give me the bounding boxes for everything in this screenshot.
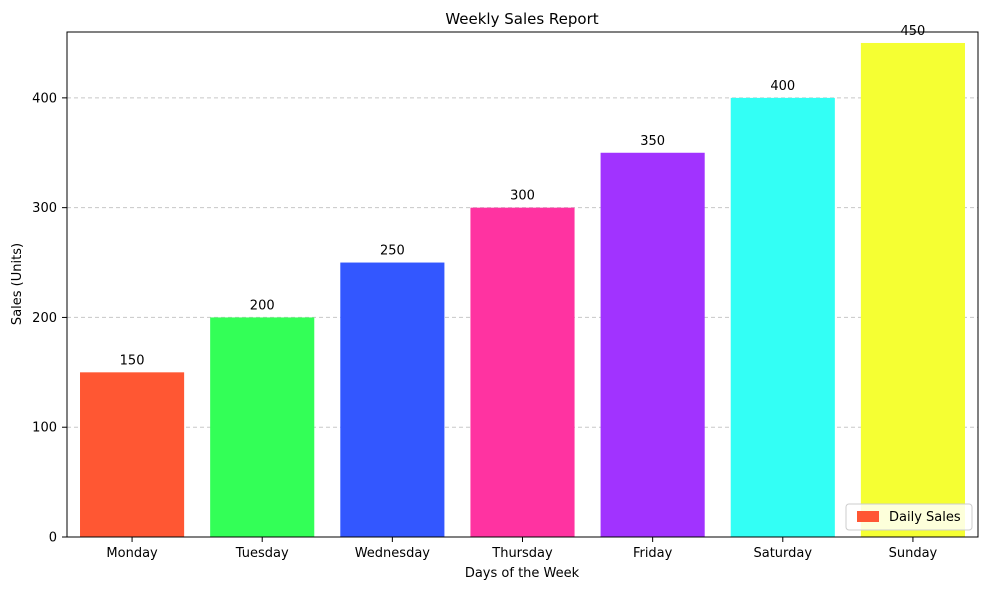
- x-tick-label: Friday: [633, 546, 673, 561]
- x-tick-label: Wednesday: [355, 546, 431, 561]
- y-tick-label: 100: [32, 421, 57, 436]
- y-tick-label: 0: [49, 531, 57, 546]
- data-label: 400: [770, 79, 795, 94]
- legend: Daily Sales: [845, 503, 973, 531]
- bars-layer: [80, 42, 965, 538]
- bar: [470, 207, 575, 538]
- data-label: 350: [640, 134, 665, 149]
- x-tick-label: Monday: [106, 546, 158, 561]
- x-tick-label: Tuesday: [235, 546, 289, 561]
- data-label: 200: [250, 298, 275, 313]
- data-label: 300: [510, 189, 535, 204]
- data-label: 250: [380, 244, 405, 259]
- x-axis-label: Days of the Week: [465, 566, 580, 581]
- legend-label: Daily Sales: [889, 510, 961, 525]
- data-label: 450: [901, 24, 926, 39]
- bar: [210, 317, 315, 537]
- bar: [340, 262, 445, 537]
- bar: [80, 372, 185, 537]
- y-tick-label: 200: [32, 311, 57, 326]
- labels-layer: 150 200 250 300 350 400 450: [120, 24, 926, 368]
- y-axis-label: Sales (Units): [10, 243, 25, 325]
- chart-title: Weekly Sales Report: [445, 10, 598, 28]
- y-tick-label: 400: [32, 91, 57, 106]
- axes-layer: 0 100 200 300 400 Monday Tuesday Wednesday Thurs…: [32, 31, 979, 561]
- legend-box: [845, 503, 973, 531]
- bar: [860, 42, 965, 537]
- x-tick-label: Thursday: [491, 546, 553, 561]
- legend-swatch: [857, 511, 879, 522]
- bar: [730, 97, 835, 537]
- x-tick-label: Sunday: [889, 546, 938, 561]
- y-tick-label: 300: [32, 201, 57, 216]
- x-tick-label: Saturday: [753, 546, 812, 561]
- bar: [600, 152, 705, 537]
- data-label: 150: [120, 353, 145, 368]
- plot-frame: [66, 31, 979, 538]
